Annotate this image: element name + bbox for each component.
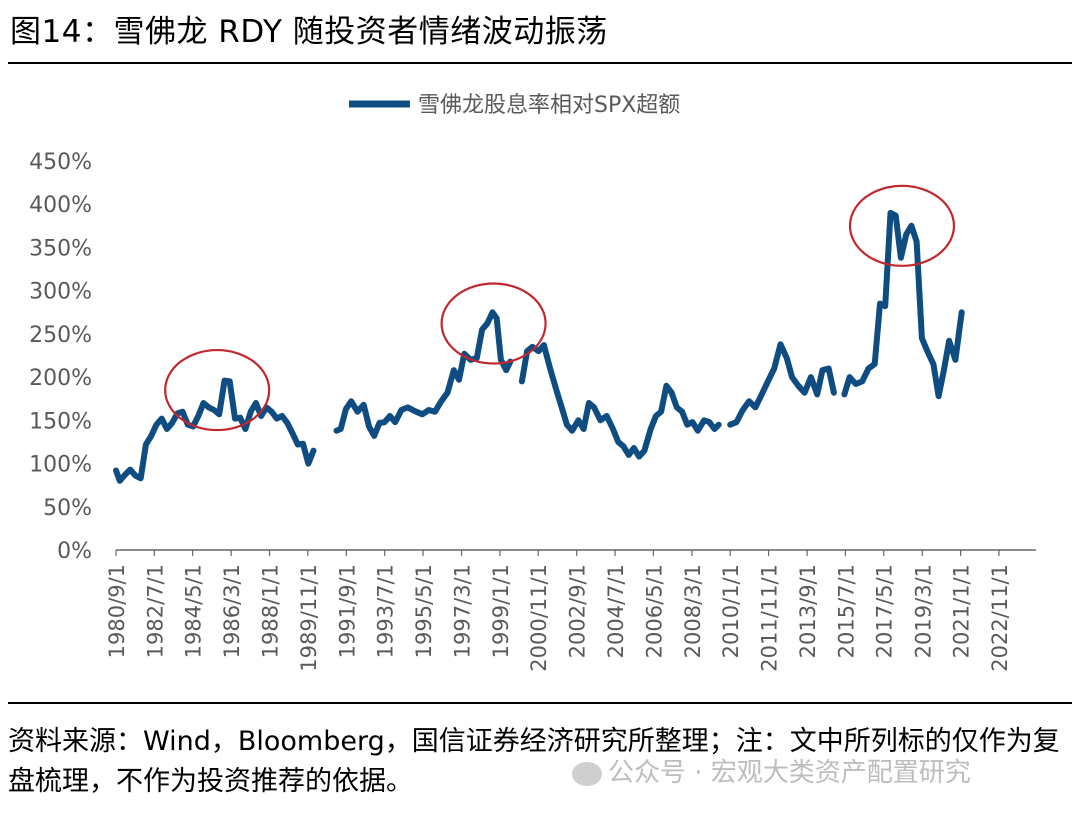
series-line-segment <box>841 209 965 400</box>
x-tick-label: 1980/9/1 <box>105 564 129 658</box>
x-tick-label: 1984/5/1 <box>182 564 206 658</box>
x-tick-label: 1993/7/1 <box>374 564 398 658</box>
x-tick-label: 2022/11/1 <box>988 564 1012 672</box>
series-line-segment <box>113 377 317 484</box>
x-tick-label: 1995/5/1 <box>412 564 436 658</box>
y-tick-label: 400% <box>29 193 92 218</box>
series-line-segment <box>727 341 837 428</box>
x-tick-label: 1991/9/1 <box>335 564 359 658</box>
y-tick-label: 350% <box>29 236 92 261</box>
x-tick-label: 2004/7/1 <box>604 564 628 658</box>
bottom-rule <box>8 702 1072 704</box>
peak-circle-2000 <box>440 282 547 365</box>
x-tick-label: 2011/11/1 <box>758 564 782 672</box>
legend: 雪佛龙股息率相对SPX超额 <box>349 93 680 118</box>
x-axis: 1980/9/1 1982/7/1 1984/5/1 1986/3/1 1988/1/1… <box>105 549 1036 672</box>
series-line-segment <box>333 309 514 439</box>
y-tick-label: 300% <box>29 280 92 305</box>
x-tick-label: 2015/7/1 <box>834 564 858 658</box>
x-tick-label: 1999/1/1 <box>489 564 513 658</box>
x-tick-label: 2010/1/1 <box>719 564 743 658</box>
top-rule <box>8 62 1072 64</box>
y-tick-label: 100% <box>29 453 92 478</box>
x-tick-label: 2019/3/1 <box>911 564 935 658</box>
legend-label: 雪佛龙股息率相对SPX超额 <box>418 93 680 118</box>
x-tick-label: 2008/3/1 <box>681 564 705 658</box>
series-group <box>113 209 965 484</box>
wechat-icon <box>572 761 602 786</box>
x-tick-label: 2017/5/1 <box>873 564 897 658</box>
y-tick-label: 0% <box>57 539 92 564</box>
y-tick-label: 250% <box>29 323 92 348</box>
y-tick-label: 200% <box>29 366 92 391</box>
peak-circle-2022 <box>848 184 956 267</box>
source-footnote: 资料来源：Wind，Bloomberg，国信证券经济研究所整理；注：文中所列标的… <box>8 726 1060 797</box>
x-tick-label: 1988/1/1 <box>259 564 283 658</box>
x-tick-label: 2002/9/1 <box>566 564 590 658</box>
peak-circle-1986 <box>164 348 271 432</box>
watermark: 公众号 · 宏观大类资产配置研究 <box>572 752 971 789</box>
x-tick-label: 2021/1/1 <box>950 564 974 658</box>
y-tick-label: 450% <box>29 150 92 175</box>
watermark-text: 公众号 · 宏观大类资产配置研究 <box>608 758 971 788</box>
figure-title: 图14：雪佛龙 RDY 随投资者情绪波动振荡 <box>10 14 608 50</box>
x-tick-label: 1986/3/1 <box>220 564 244 658</box>
y-axis: 0% 50% 100% 150% 200% 250% 300% 350% 400% 450% <box>29 150 92 564</box>
x-tick-label: 1997/3/1 <box>451 564 475 658</box>
x-tick-label: 2000/11/1 <box>527 564 551 672</box>
x-tick-label: 1982/7/1 <box>143 564 167 658</box>
x-tick-label: 2013/9/1 <box>796 564 820 658</box>
x-tick-label: 2006/5/1 <box>642 564 666 658</box>
x-tick-label: 1989/11/1 <box>297 564 321 672</box>
series-line-segment <box>518 342 722 460</box>
chart: 雪佛龙股息率相对SPX超额 0% 50% 100% 150% 200% 250% 300% 3… <box>29 93 1036 672</box>
y-tick-label: 150% <box>29 409 92 434</box>
annotations <box>164 184 956 432</box>
y-tick-label: 50% <box>43 496 92 521</box>
